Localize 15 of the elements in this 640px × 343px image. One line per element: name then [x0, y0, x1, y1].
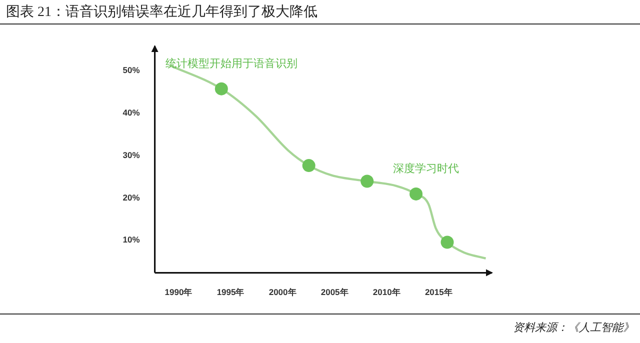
text: 资料来源：《人工智能》: [513, 321, 634, 334]
x-tick-label: 2005年: [320, 286, 349, 297]
y-tick-label: 30%: [122, 150, 140, 160]
title: 图表 21：语音识别错误率在近几年得到了极大降低: [6, 5, 318, 20]
x-tick-label: 2015年: [424, 286, 453, 297]
x-tick-label: 1995年: [216, 286, 245, 297]
x-tick-label: 1990年: [164, 286, 193, 297]
y-tick-label: 10%: [122, 234, 140, 245]
y-tick-label: 40%: [122, 108, 140, 118]
y-tick-label: 20%: [122, 192, 140, 202]
x-tick-label: 2010年: [372, 286, 401, 297]
y-tick-label: 50%: [122, 65, 140, 76]
annotation: 深度学习时代: [393, 162, 460, 175]
annotation: 统计模型开始用于语音识别: [165, 56, 298, 70]
x-tick-label: 2000年: [268, 286, 297, 297]
